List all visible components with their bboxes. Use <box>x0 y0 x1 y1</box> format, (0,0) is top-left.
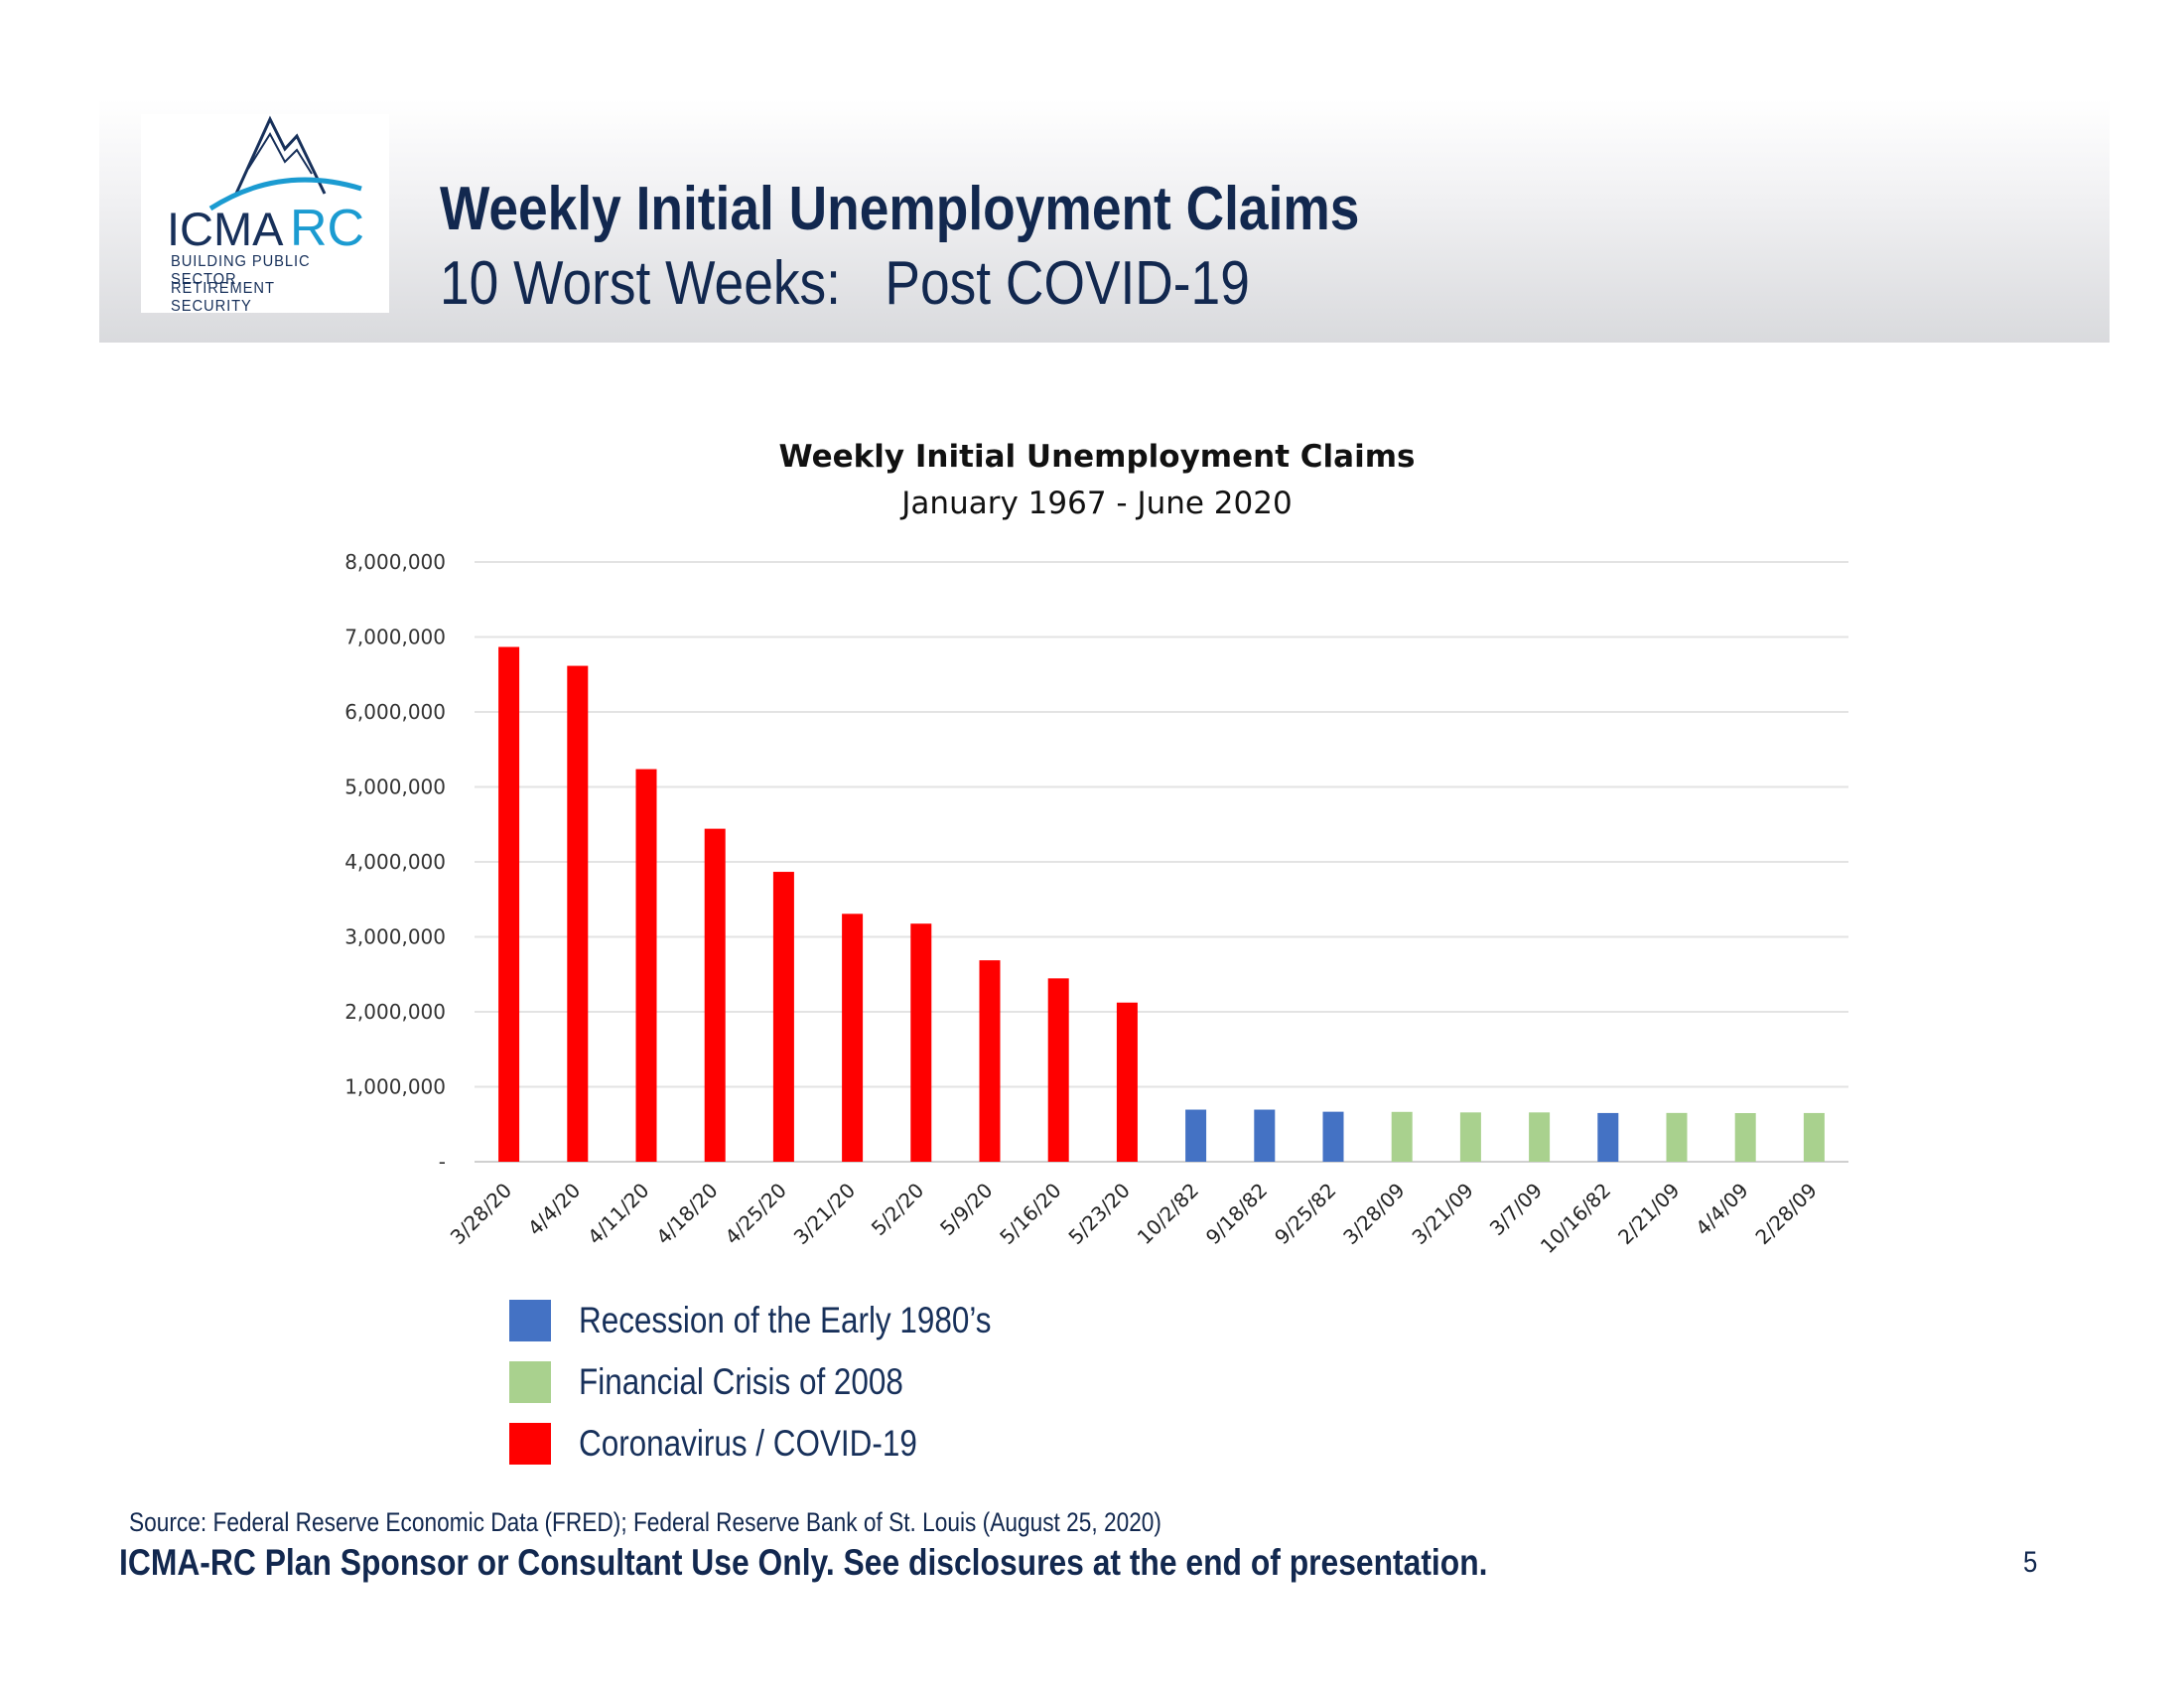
logo-tagline-1: BUILDING PUBLIC SECTOR <box>171 253 311 288</box>
page-number: 5 <box>2023 1546 2038 1579</box>
y-tick-label: 6,000,000 <box>344 700 446 724</box>
header-band <box>99 99 2110 343</box>
x-tick-label: 4/25/20 <box>720 1179 790 1249</box>
bar-recession <box>1185 1109 1207 1162</box>
bar-recession <box>1254 1109 1276 1162</box>
x-tick-label: 3/28/20 <box>446 1179 516 1249</box>
bar-recession <box>1322 1111 1344 1162</box>
x-tick-label: 5/2/20 <box>867 1179 928 1240</box>
bar-crisis <box>1803 1112 1825 1162</box>
logo-tagline-2: RETIREMENT SECURITY <box>171 280 275 315</box>
icmarc-logo: ICMA RC BUILDING PUBLIC SECTOR RETIREMEN… <box>141 114 389 315</box>
y-axis-ticks: - 1,000,000 2,000,000 3,000,000 4,000,000 5,0… <box>344 550 446 1174</box>
y-tick-label: 3,000,000 <box>344 925 446 949</box>
logo-wordmark-icma: ICMA <box>167 203 284 255</box>
x-tick-label: 10/16/82 <box>1536 1179 1615 1258</box>
bar-covid <box>842 914 864 1162</box>
x-axis-ticks: 3/28/20 4/4/204/11/204/18/204/25/203/21/2… <box>446 1179 1822 1258</box>
x-tick-label: 2/21/09 <box>1613 1179 1684 1249</box>
x-tick-label: 3/28/09 <box>1338 1179 1409 1249</box>
legend-label-recession: Recession of the Early 1980’s <box>579 1300 992 1340</box>
x-tick-label: 3/21/09 <box>1407 1179 1477 1249</box>
bar-crisis <box>1529 1112 1551 1162</box>
x-tick-label: 5/9/20 <box>935 1179 997 1240</box>
bar-chart: Weekly Initial Unemployment Claims Janua… <box>344 439 1848 1258</box>
x-tick-label: 4/4/20 <box>523 1179 585 1240</box>
x-tick-label: 5/16/20 <box>995 1179 1065 1249</box>
bar-crisis <box>1734 1113 1756 1162</box>
x-tick-label: 5/23/20 <box>1063 1179 1134 1249</box>
y-tick-label: 1,000,000 <box>344 1075 446 1099</box>
disclaimer: ICMA-RC Plan Sponsor or Consultant Use O… <box>119 1542 1488 1583</box>
bars <box>498 646 1825 1162</box>
page-title: Weekly Initial Unemployment Claims <box>440 175 1360 243</box>
chart-subtitle: January 1967 - June 2020 <box>899 486 1292 521</box>
x-tick-label: 9/18/82 <box>1201 1179 1272 1249</box>
gridlines <box>475 561 1848 1163</box>
legend-swatch-covid <box>509 1423 551 1465</box>
bar-covid <box>704 828 726 1162</box>
y-tick-label: 8,000,000 <box>344 550 446 574</box>
bar-covid <box>772 872 794 1162</box>
bar-covid <box>1116 1002 1138 1162</box>
bar-crisis <box>1459 1112 1481 1162</box>
bar-covid <box>635 769 657 1162</box>
x-tick-label: 4/18/20 <box>651 1179 722 1249</box>
source-note: Source: Federal Reserve Economic Data (F… <box>129 1507 1161 1537</box>
logo-wordmark-rc: RC <box>290 200 364 257</box>
bar-covid <box>498 646 520 1162</box>
legend-label-covid: Coronavirus / COVID-19 <box>579 1423 917 1464</box>
y-tick-label: 7,000,000 <box>344 626 446 649</box>
legend-swatch-recession <box>509 1300 551 1341</box>
chart-title: Weekly Initial Unemployment Claims <box>779 439 1416 475</box>
x-tick-label: 3/7/09 <box>1485 1179 1547 1240</box>
bar-covid <box>1047 978 1069 1162</box>
bar-crisis <box>1666 1112 1688 1162</box>
x-tick-label: 2/28/09 <box>1750 1179 1821 1249</box>
page-subtitle: 10 Worst Weeks: Post COVID-19 <box>440 249 1250 318</box>
x-tick-label: 4/11/20 <box>583 1179 653 1249</box>
y-tick-label: 2,000,000 <box>344 1000 446 1024</box>
x-tick-label: 10/2/82 <box>1133 1179 1203 1249</box>
y-tick-label: - <box>439 1150 446 1174</box>
bar-covid <box>910 923 932 1162</box>
legend-label-crisis: Financial Crisis of 2008 <box>579 1361 903 1402</box>
y-tick-label: 5,000,000 <box>344 775 446 799</box>
bar-covid <box>979 960 1001 1162</box>
bar-recession <box>1597 1112 1619 1162</box>
x-tick-label: 4/4/09 <box>1691 1179 1752 1240</box>
x-tick-label: 3/21/20 <box>789 1179 860 1249</box>
bar-covid <box>567 665 589 1162</box>
bar-crisis <box>1391 1111 1413 1162</box>
y-tick-label: 4,000,000 <box>344 850 446 874</box>
legend-swatch-crisis <box>509 1361 551 1403</box>
mountain-logo-icon: ICMA RC <box>167 115 364 257</box>
x-tick-label: 9/25/82 <box>1270 1179 1340 1249</box>
